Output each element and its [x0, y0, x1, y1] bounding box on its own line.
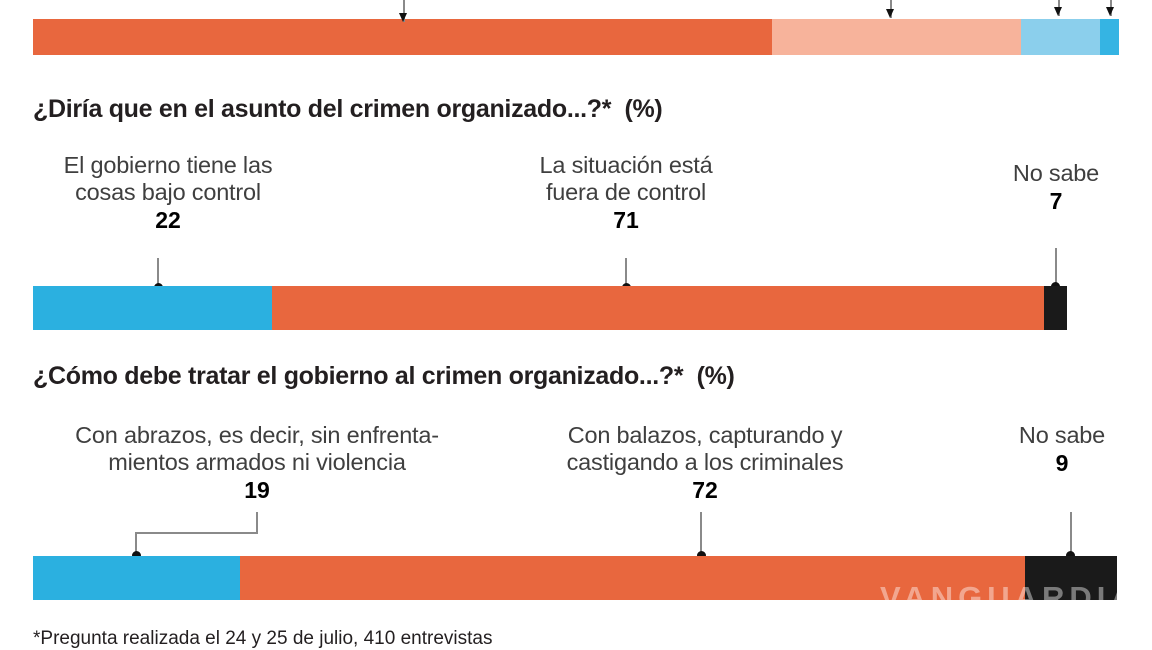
leader-dot-section-three-left — [132, 551, 141, 560]
bar-segment-fuera-control — [272, 286, 1044, 330]
section-three-value-middle: 72 — [692, 477, 718, 503]
section-three-label-middle-line2: castigando a los criminales — [566, 449, 844, 475]
section-two-unit-spacer — [611, 95, 624, 123]
section-two-label-left-line1: El gobierno tiene las — [63, 152, 273, 178]
leader-tip-top-4 — [1106, 7, 1114, 16]
section-two-value-middle: 71 — [613, 207, 639, 233]
leader-line-section-three-middle — [700, 512, 702, 554]
section-two-value-left: 22 — [155, 207, 181, 233]
bar-segment-gobierno-control — [33, 286, 272, 330]
leader-dot-section-three-right — [1066, 551, 1075, 560]
leader-tip-top-2 — [886, 9, 894, 18]
section-two-label-left: El gobierno tiene las cosas bajo control… — [18, 152, 318, 234]
leader-line-section-two-right — [1055, 248, 1057, 286]
bar-segment-con-abrazos — [33, 556, 240, 600]
section-two-label-right: No sabe 7 — [960, 160, 1152, 215]
section-three-label-right-line1: No sabe — [1018, 422, 1106, 448]
section-three-unit-spacer — [683, 362, 696, 390]
chart-section-three-bar — [33, 556, 1117, 600]
bar-segment-orange — [33, 19, 772, 55]
bar-segment-light-blue — [1021, 19, 1100, 55]
leader-dot-section-three-middle — [697, 551, 706, 560]
leader-tip-top-3 — [1054, 7, 1062, 16]
section-three-value-left: 19 — [244, 477, 270, 503]
footnote-text: *Pregunta realizada el 24 y 25 de julio,… — [33, 628, 493, 649]
leader-line-section-two-left — [157, 258, 159, 286]
section-three-question: ¿Cómo debe tratar el gobierno al crimen … — [33, 362, 684, 390]
section-two-label-right-line1: No sabe — [1012, 160, 1100, 186]
leader-tip-top-1 — [399, 13, 407, 22]
section-two-unit: (%) — [624, 95, 663, 123]
bar-segment-con-balazos — [240, 556, 1025, 600]
section-two-label-middle-line1: La situación está — [539, 152, 713, 178]
chart-section-two-bar — [33, 286, 1067, 330]
section-three-title: ¿Cómo debe tratar el gobierno al crimen … — [33, 362, 735, 391]
section-two-value-right: 7 — [1049, 188, 1063, 214]
section-three-label-left-line1: Con abrazos, es decir, sin enfrenta- — [75, 422, 439, 448]
leader-line-section-two-middle — [625, 258, 627, 286]
chart-top-partial-bar — [33, 19, 1119, 55]
bar-segment-cyan — [1100, 19, 1119, 55]
section-three-label-left: Con abrazos, es decir, sin enfrenta- mie… — [22, 422, 492, 504]
section-two-label-left-line2: cosas bajo control — [75, 179, 261, 205]
section-three-label-left-line2: mientos armados ni violencia — [108, 449, 406, 475]
section-two-title: ¿Diría que en el asunto del crimen organ… — [33, 95, 663, 124]
section-three-label-middle: Con balazos, capturando y castigando a l… — [520, 422, 890, 504]
leader-line-section-three-left-horizontal — [135, 532, 258, 534]
bar-segment-no-sabe — [1044, 286, 1067, 330]
leader-line-section-three-left-vertical-top — [256, 512, 258, 534]
section-three-label-middle-line1: Con balazos, capturando y — [567, 422, 843, 448]
section-three-value-right: 9 — [1055, 450, 1069, 476]
section-two-label-middle: La situación está fuera de control 71 — [478, 152, 774, 234]
bar-segment-no-sabe-3 — [1025, 556, 1117, 600]
leader-line-top-1 — [403, 0, 405, 22]
section-three-label-right: No sabe 9 — [966, 422, 1152, 477]
section-three-unit: (%) — [696, 362, 735, 390]
section-two-label-middle-line2: fuera de control — [545, 179, 707, 205]
section-two-question: ¿Diría que en el asunto del crimen organ… — [33, 95, 612, 123]
leader-line-section-three-left-vertical-bottom — [135, 532, 137, 554]
leader-line-section-three-right — [1070, 512, 1072, 554]
bar-segment-salmon — [772, 19, 1021, 55]
